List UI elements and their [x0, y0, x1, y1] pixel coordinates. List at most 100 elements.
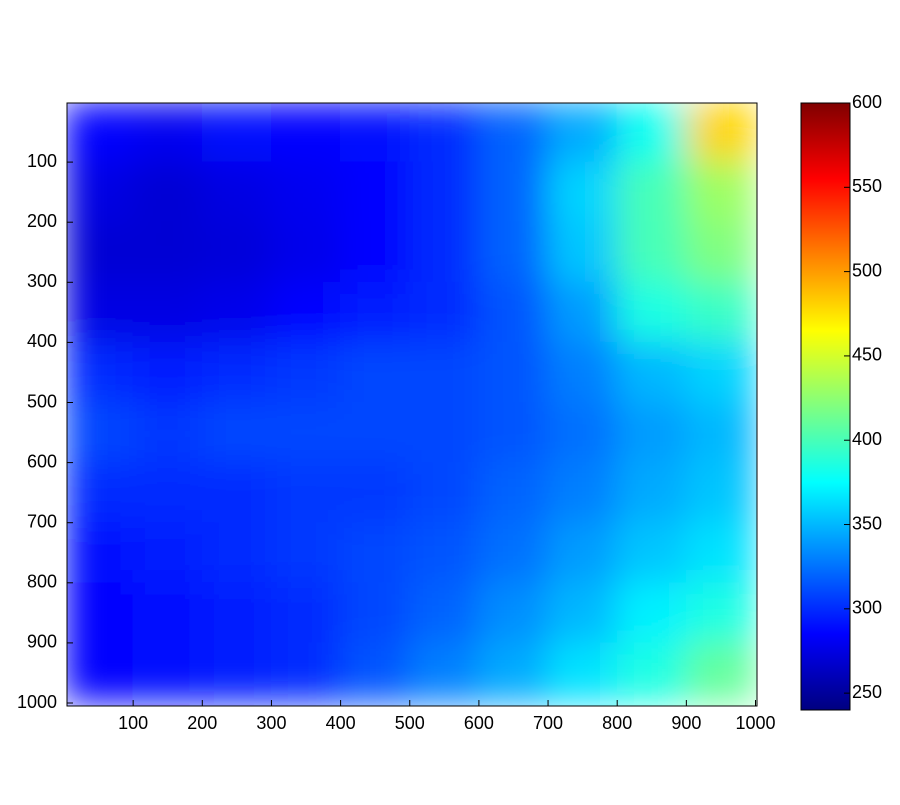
heatmap-cell [270, 522, 342, 584]
heatmap-cell [67, 582, 134, 644]
y-tick-label: 800 [27, 572, 57, 592]
heatmap-cell [685, 642, 756, 704]
heatmap-cell [409, 103, 480, 163]
heatmap-cell [547, 161, 618, 223]
heatmap-cell [478, 341, 549, 403]
heatmap-cell [478, 402, 549, 464]
heatmap-cell [547, 522, 618, 584]
heatmap-cell [616, 582, 687, 644]
heatmap-cell [478, 522, 549, 584]
heatmap-cell [616, 281, 687, 343]
heatmap-cell [132, 522, 203, 584]
heatmap-cell [616, 462, 687, 524]
heatmap-cell [340, 281, 411, 343]
heatmap-cell [270, 341, 342, 403]
heatmap-cell [270, 642, 342, 704]
heatmap-cell [409, 221, 480, 283]
x-tick-label: 300 [256, 713, 286, 733]
heatmap-cell [201, 402, 272, 464]
heatmap-cell [685, 341, 756, 403]
plot-frame [66, 102, 758, 707]
heatmap-cell [616, 522, 687, 584]
heatmap-cell [132, 161, 203, 223]
heatmap-cell [340, 642, 411, 704]
colorbar-tick-label: 500 [852, 260, 882, 280]
heatmap-cell [201, 582, 272, 644]
x-tick-label: 900 [671, 713, 701, 733]
heatmap-cell [132, 103, 203, 163]
heatmap-cell [478, 281, 549, 343]
heatmap-cell [616, 642, 687, 704]
heatmap-cell [201, 161, 272, 223]
heatmap-cell [478, 582, 549, 644]
heatmap-cell [409, 341, 480, 403]
colorbar-tick-label: 350 [852, 513, 882, 533]
heatmap-cell [409, 281, 480, 343]
x-tick-label: 100 [118, 713, 148, 733]
heatmap-cell [547, 582, 618, 644]
heatmap-cell [616, 103, 687, 163]
colorbar-tick-label: 300 [852, 598, 882, 618]
heatmap-cell [547, 103, 618, 163]
heatmap-cell [547, 402, 618, 464]
heatmap-cell [67, 462, 134, 524]
heatmap-cell [340, 402, 411, 464]
heatmap-cell [132, 582, 203, 644]
heatmap-cell [409, 161, 480, 223]
heatmap-cell [478, 103, 549, 163]
y-tick-label: 600 [27, 451, 57, 471]
colorbar-tick-label: 600 [852, 92, 882, 112]
heatmap-cell [270, 402, 342, 464]
heatmap-cell [685, 161, 756, 223]
heatmap-cell [67, 642, 134, 704]
heatmap-cell [67, 103, 134, 163]
heatmap-cell [547, 462, 618, 524]
heatmap-cell [67, 161, 134, 223]
heatmap-cell [201, 103, 272, 163]
heatmap-cell [685, 103, 756, 163]
heatmap-cell [478, 462, 549, 524]
heatmap-cell [201, 281, 272, 343]
heatmap-cell [478, 221, 549, 283]
x-tick-label: 200 [187, 713, 217, 733]
heatmap-cell [547, 341, 618, 403]
heatmap-cell [685, 402, 756, 464]
x-tick-label: 400 [326, 713, 356, 733]
heatmap-cell [478, 642, 549, 704]
x-tick-label: 700 [533, 713, 563, 733]
heatmap-cell [270, 281, 342, 343]
heatmap-cell [132, 281, 203, 343]
heatmap-cell [270, 582, 342, 644]
y-tick-label: 700 [27, 511, 57, 531]
y-tick-label: 500 [27, 391, 57, 411]
colorbar-tick-label: 550 [852, 176, 882, 196]
heatmap-cell [340, 582, 411, 644]
y-tick-label: 1000 [17, 692, 57, 712]
heatmap-cell [409, 582, 480, 644]
heatmap-cell [132, 402, 203, 464]
heatmap-cell [201, 462, 272, 524]
heatmap-cell [616, 221, 687, 283]
heatmap-cell [685, 221, 756, 283]
heatmap-cell [547, 281, 618, 343]
heatmap-cell [409, 642, 480, 704]
heatmap-cell [340, 103, 411, 163]
heatmap-cell [478, 161, 549, 223]
heatmap-cell [132, 221, 203, 283]
heatmap-cell [616, 402, 687, 464]
heatmap-cell [67, 402, 134, 464]
y-tick-label: 300 [27, 271, 57, 291]
colorbar-tick-label: 250 [852, 682, 882, 702]
heatmap-cell [340, 462, 411, 524]
heatmap-cell [270, 161, 342, 223]
heatmap-cell [685, 522, 756, 584]
heatmap-cell [270, 221, 342, 283]
y-tick-label: 200 [27, 211, 57, 231]
heatmap-cell [616, 161, 687, 223]
heatmap-cell [340, 522, 411, 584]
heatmap-cell [270, 103, 342, 163]
heatmap-cell [616, 341, 687, 403]
x-tick-label: 800 [602, 713, 632, 733]
heatmap-cell [685, 462, 756, 524]
